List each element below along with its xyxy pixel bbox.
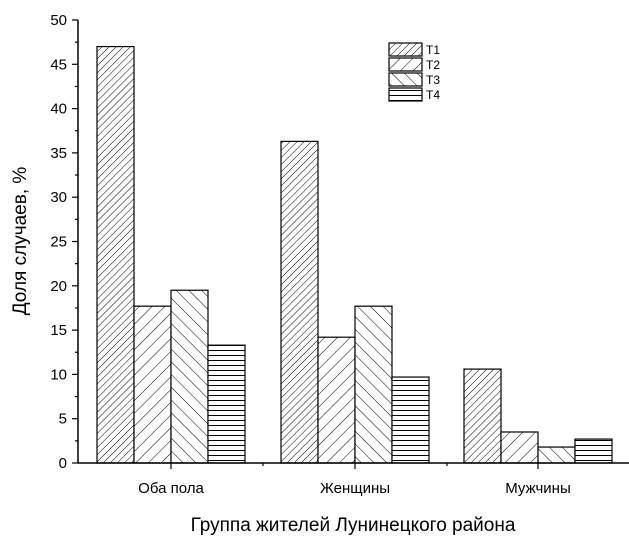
legend-label-t4: T4	[426, 88, 440, 102]
bar-t3-1	[170, 289, 209, 464]
x-axis-title: Группа жителей Лунинецкого района	[191, 515, 516, 536]
y-tick-label: 0	[59, 455, 67, 472]
legend-swatch-t4	[388, 87, 423, 102]
y-tick-label: 30	[50, 189, 67, 206]
y-tick-label: 20	[50, 278, 67, 295]
y-tick-label: 10	[50, 366, 67, 383]
legend-label-t2: T2	[426, 58, 440, 72]
bar-t3-3	[537, 446, 576, 464]
x-tick-label: Женщины	[320, 480, 390, 497]
y-axis-title: Доля случаев, %	[10, 167, 31, 316]
bar-t4-2	[391, 376, 430, 464]
legend-swatch-t3	[388, 72, 423, 87]
bar-t4-1	[207, 344, 246, 464]
bar-t1-3	[463, 368, 502, 464]
bar-t1-2	[280, 140, 319, 464]
bar-t2-3	[500, 431, 539, 464]
y-tick-label: 15	[50, 322, 67, 339]
bar-t4-3	[574, 438, 613, 464]
bar-t2-2	[317, 336, 356, 464]
legend-label-t3: T3	[426, 73, 440, 87]
x-tick-label: Оба пола	[138, 480, 204, 497]
bar-t1-1	[96, 45, 135, 464]
legend-label-t1: T1	[426, 43, 440, 57]
y-axis-ticks: 0 5 10 15 20 25 30 35 40 45 50	[50, 12, 78, 472]
bar-t2-1	[133, 305, 172, 464]
x-tick-label: Мужчины	[505, 480, 570, 497]
y-tick-label: 25	[50, 234, 67, 251]
y-tick-label: 35	[50, 145, 67, 162]
legend-swatch-t2	[388, 57, 423, 72]
legend-swatch-t1	[388, 42, 423, 57]
bar-t3-2	[354, 305, 393, 464]
bars-group	[96, 45, 613, 464]
y-tick-label: 50	[50, 12, 67, 29]
y-tick-label: 5	[59, 411, 67, 428]
y-tick-label: 45	[50, 56, 67, 73]
y-tick-label: 40	[50, 101, 67, 118]
x-axis-ticks: Оба пола Женщины Мужчины	[138, 463, 571, 497]
